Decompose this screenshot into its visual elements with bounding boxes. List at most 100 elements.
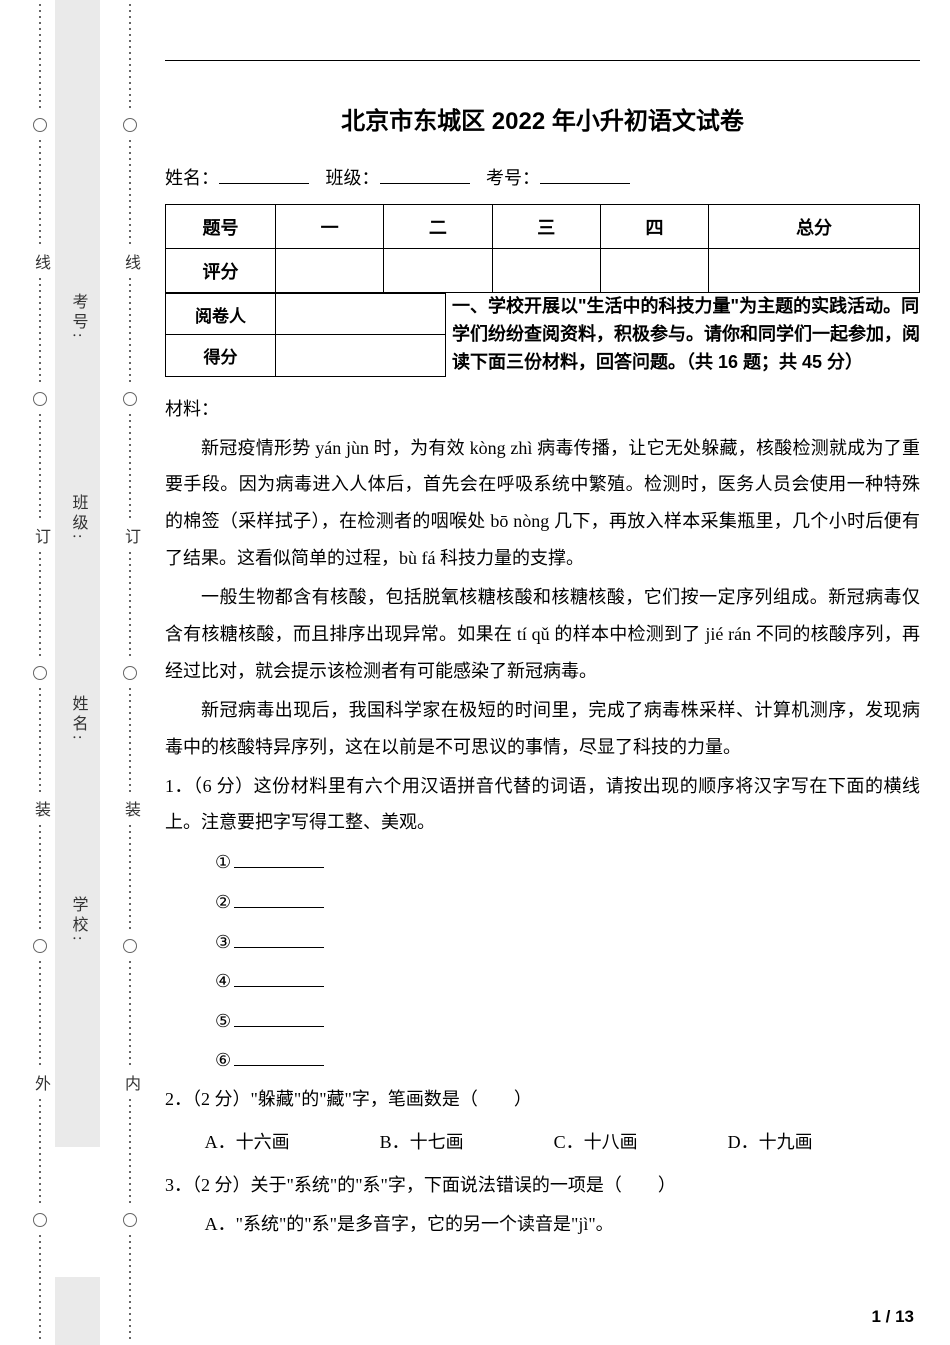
- score-row-label: 评分: [166, 249, 276, 293]
- class-blank[interactable]: [380, 166, 470, 184]
- score-cell[interactable]: [384, 249, 492, 293]
- answer-blank[interactable]: [234, 930, 324, 948]
- dots: [39, 961, 41, 1067]
- score-cell[interactable]: [492, 249, 600, 293]
- circle: [123, 939, 137, 953]
- answer-num: ②: [212, 883, 235, 923]
- answer-num: ⑤: [212, 1002, 235, 1042]
- side-label: 学校:: [66, 896, 90, 944]
- score-row-label: 题号: [166, 205, 276, 249]
- margin-char: 线: [118, 254, 142, 270]
- dots: [39, 4, 41, 110]
- dots: [129, 552, 131, 658]
- circle: [33, 392, 47, 406]
- page-number: 1 / 13: [871, 1307, 914, 1327]
- dots: [129, 278, 131, 384]
- circle: [123, 1213, 137, 1227]
- grader-table: 阅卷人 得分: [165, 293, 446, 377]
- examno-blank[interactable]: [540, 166, 630, 184]
- answer-blank[interactable]: [234, 1009, 324, 1027]
- circle: [123, 118, 137, 132]
- answer-blank[interactable]: [234, 969, 324, 987]
- side-label-strip: 考号: 班级: 姓名: 学校:: [55, 0, 100, 1345]
- margin-char: 订: [28, 528, 52, 544]
- circle: [33, 939, 47, 953]
- q2-opt[interactable]: B．十七画: [380, 1124, 464, 1161]
- q2-options: A．十六画 B．十七画 C．十八画 D．十九画: [165, 1124, 920, 1161]
- dots: [129, 688, 131, 794]
- score-col: 四: [600, 205, 708, 249]
- circle: [33, 666, 47, 680]
- name-label: 姓名：: [165, 168, 219, 188]
- answer-blank[interactable]: [234, 890, 324, 908]
- dots: [129, 1235, 131, 1341]
- answer-num: ①: [212, 843, 235, 883]
- dots: [39, 825, 41, 931]
- margin-strip-outer: 线 订 装 外: [25, 0, 55, 1345]
- page-content: 北京市东城区 2022 年小升初语文试卷 姓名： 班级： 考号： 题号 一 二 …: [165, 60, 920, 1315]
- passage-para: 新冠疫情形势 yán jùn 时，为有效 kòng zhì 病毒传播，让它无处躲…: [165, 430, 920, 578]
- section-header: 阅卷人 得分 一、学校开展以"生活中的科技力量"为主题的实践活动。同学们纷纷查阅…: [165, 293, 920, 377]
- score-cell[interactable]: [276, 249, 384, 293]
- grader-blank[interactable]: [276, 335, 446, 376]
- dots: [129, 825, 131, 931]
- passage-para: 新冠病毒出现后，我国科学家在极短的时间里，完成了病毒株采样、计算机测序，发现病毒…: [165, 692, 920, 766]
- circle: [123, 392, 137, 406]
- answer-num: ⑥: [212, 1041, 235, 1081]
- circle: [123, 666, 137, 680]
- answer-blank[interactable]: [234, 850, 324, 868]
- circle: [33, 1213, 47, 1227]
- margin-char: 内: [118, 1075, 142, 1091]
- q1-answers: ① ② ③ ④ ⑤ ⑥: [165, 843, 920, 1081]
- dots: [39, 1235, 41, 1341]
- q3-optA[interactable]: A．"系统"的"系"是多音字，它的另一个读音是"jì"。: [165, 1206, 920, 1243]
- circle: [33, 118, 47, 132]
- dots: [39, 140, 41, 246]
- q3-stem: 3．（2 分）关于"系统"的"系"字，下面说法错误的一项是（ ）: [165, 1167, 920, 1204]
- answer-num: ④: [212, 962, 235, 1002]
- grader-label: 得分: [166, 335, 276, 376]
- grader-blank[interactable]: [276, 294, 446, 335]
- question-2: 2．（2 分）"躲藏"的"藏"字，笔画数是（ ） A．十六画 B．十七画 C．十…: [165, 1081, 920, 1161]
- q2-opt[interactable]: C．十八画: [554, 1124, 638, 1161]
- margin-char: 外: [28, 1075, 52, 1091]
- q2-stem: 2．（2 分）"躲藏"的"藏"字，笔画数是（ ）: [165, 1081, 920, 1118]
- side-label: 姓名:: [66, 695, 90, 743]
- exam-title: 北京市东城区 2022 年小升初语文试卷: [165, 101, 920, 136]
- passage-label: 材料：: [165, 391, 920, 428]
- q2-opt[interactable]: A．十六画: [205, 1124, 290, 1161]
- score-cell[interactable]: [709, 249, 920, 293]
- class-label: 班级：: [326, 168, 380, 188]
- question-3: 3．（2 分）关于"系统"的"系"字，下面说法错误的一项是（ ） A．"系统"的…: [165, 1167, 920, 1243]
- score-cell[interactable]: [600, 249, 708, 293]
- dots: [129, 961, 131, 1067]
- passage: 材料： 新冠疫情形势 yán jùn 时，为有效 kòng zhì 病毒传播，让…: [165, 391, 920, 766]
- passage-para: 一般生物都含有核酸，包括脱氧核糖核酸和核糖核酸，它们按一定序列组成。新冠病毒仅含…: [165, 579, 920, 690]
- margin-char: 装: [118, 801, 142, 817]
- dots: [129, 1099, 131, 1205]
- score-col: 一: [276, 205, 384, 249]
- section-title: 一、学校开展以"生活中的科技力量"为主题的实践活动。同学们纷纷查阅资料，积极参与…: [446, 293, 920, 377]
- side-label: 考号:: [66, 293, 90, 341]
- dots: [39, 1099, 41, 1205]
- side-label: 班级:: [66, 494, 90, 542]
- q2-opt[interactable]: D．十九画: [728, 1124, 813, 1161]
- margin-strip-inner: 线 订 装 内: [115, 0, 145, 1345]
- student-id-row: 姓名： 班级： 考号：: [165, 164, 920, 190]
- margin-char: 线: [28, 254, 52, 270]
- answer-blank[interactable]: [234, 1048, 324, 1066]
- score-col: 二: [384, 205, 492, 249]
- dots: [129, 140, 131, 246]
- examno-label: 考号：: [486, 168, 540, 188]
- dots: [39, 278, 41, 384]
- score-col: 总分: [709, 205, 920, 249]
- top-rule: [165, 60, 920, 61]
- dots: [129, 414, 131, 520]
- grader-label: 阅卷人: [166, 294, 276, 335]
- dots: [39, 552, 41, 658]
- dots: [129, 4, 131, 110]
- score-col: 三: [492, 205, 600, 249]
- dots: [39, 688, 41, 794]
- name-blank[interactable]: [219, 166, 309, 184]
- score-table: 题号 一 二 三 四 总分 评分: [165, 204, 920, 293]
